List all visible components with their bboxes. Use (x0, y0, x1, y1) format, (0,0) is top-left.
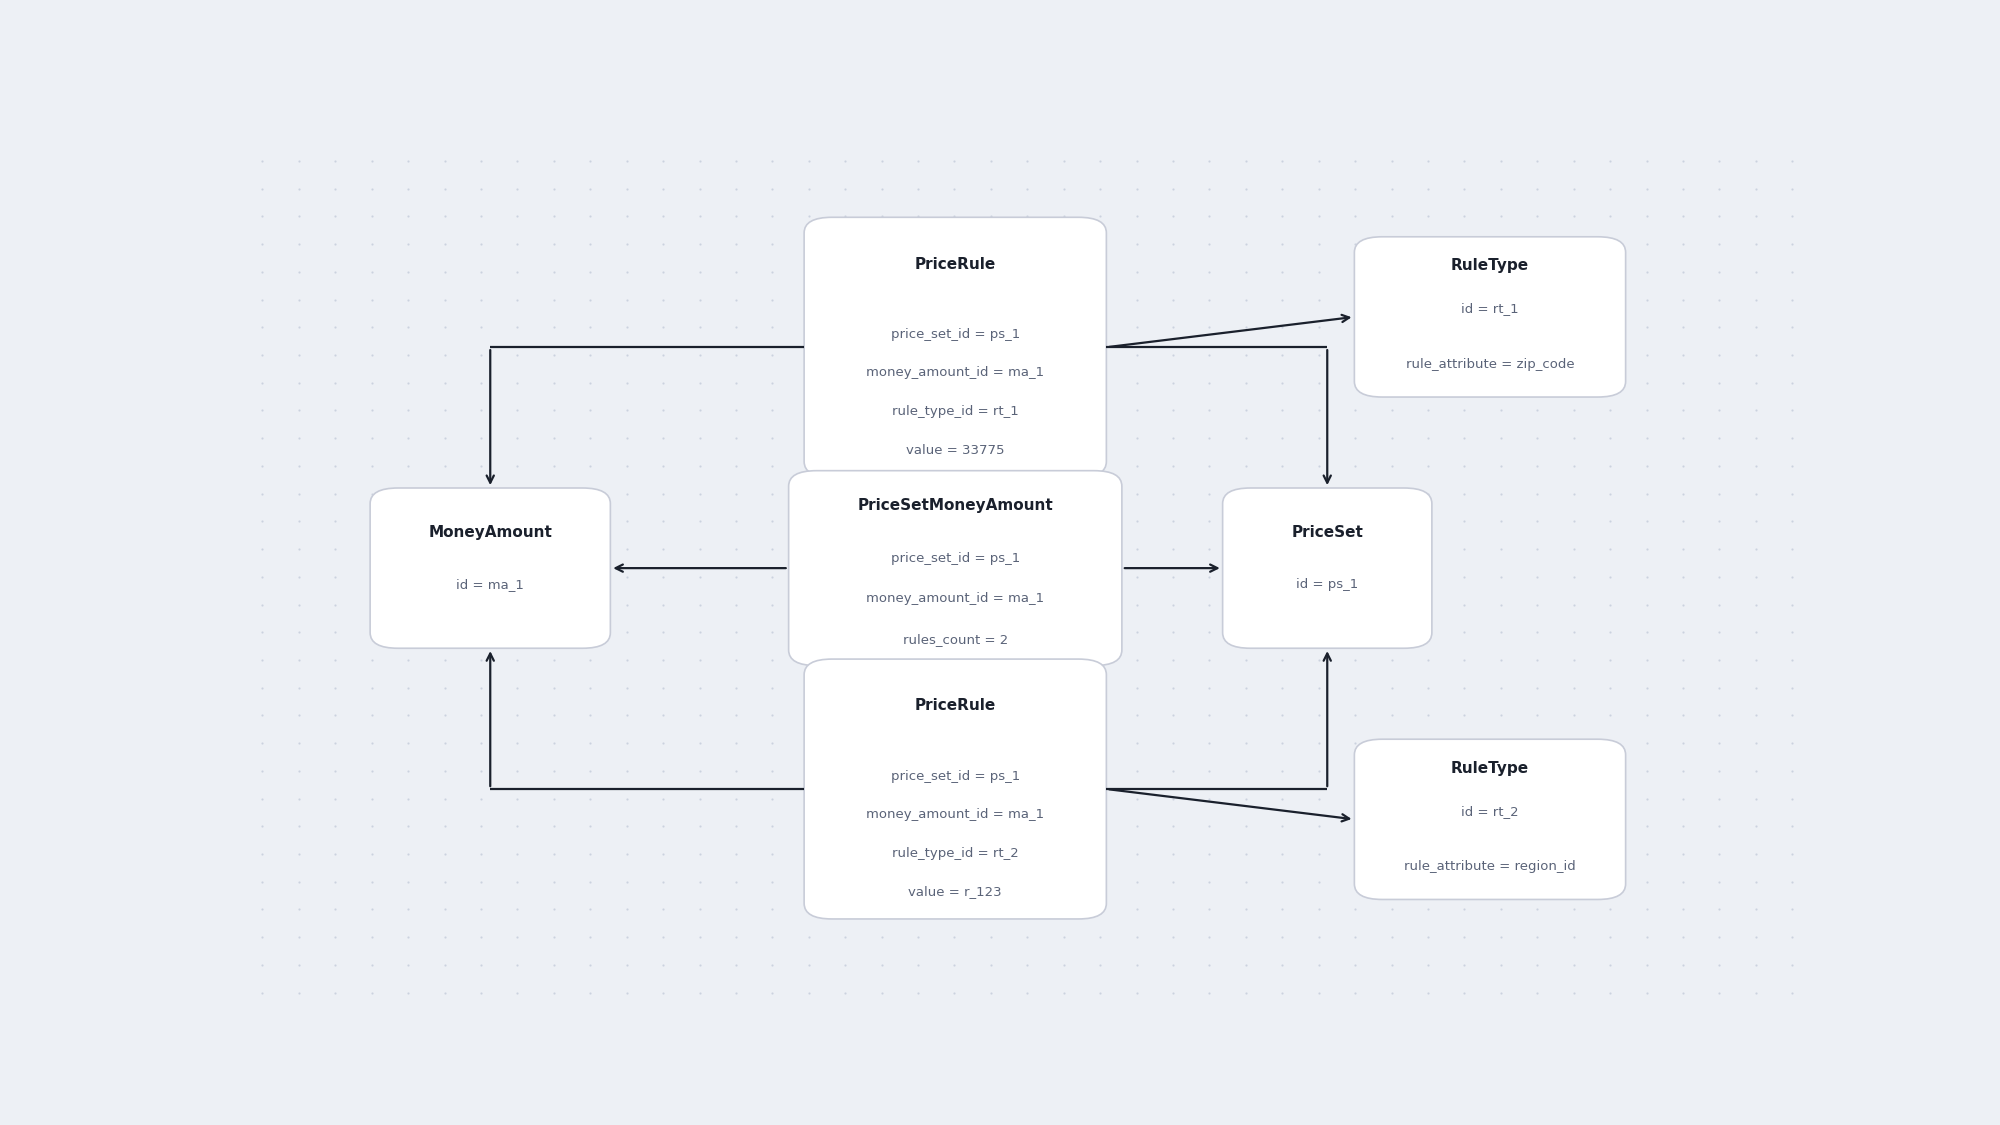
Text: price_set_id = ps_1: price_set_id = ps_1 (890, 770, 1020, 783)
FancyBboxPatch shape (788, 470, 1122, 666)
Text: money_amount_id = ma_1: money_amount_id = ma_1 (866, 808, 1044, 821)
Text: value = r_123: value = r_123 (908, 885, 1002, 899)
Text: money_amount_id = ma_1: money_amount_id = ma_1 (866, 593, 1044, 605)
Text: rule_type_id = rt_2: rule_type_id = rt_2 (892, 847, 1018, 860)
Text: id = rt_1: id = rt_1 (1462, 303, 1518, 315)
Text: rules_count = 2: rules_count = 2 (902, 633, 1008, 646)
Text: rule_attribute = zip_code: rule_attribute = zip_code (1406, 358, 1574, 371)
Text: id = ma_1: id = ma_1 (456, 577, 524, 591)
FancyBboxPatch shape (1354, 236, 1626, 397)
Text: value = 33775: value = 33775 (906, 443, 1004, 457)
Text: PriceRule: PriceRule (914, 256, 996, 271)
Text: MoneyAmount: MoneyAmount (428, 525, 552, 540)
Text: price_set_id = ps_1: price_set_id = ps_1 (890, 327, 1020, 341)
Text: RuleType: RuleType (1450, 258, 1530, 273)
Text: rule_attribute = region_id: rule_attribute = region_id (1404, 861, 1576, 873)
Text: id = rt_2: id = rt_2 (1462, 804, 1518, 818)
FancyBboxPatch shape (1222, 488, 1432, 648)
FancyBboxPatch shape (804, 217, 1106, 477)
Text: rule_type_id = rt_1: rule_type_id = rt_1 (892, 405, 1018, 418)
FancyBboxPatch shape (1354, 739, 1626, 900)
Text: price_set_id = ps_1: price_set_id = ps_1 (890, 552, 1020, 565)
Text: RuleType: RuleType (1450, 760, 1530, 775)
FancyBboxPatch shape (370, 488, 610, 648)
Text: money_amount_id = ma_1: money_amount_id = ma_1 (866, 367, 1044, 379)
Text: PriceRule: PriceRule (914, 699, 996, 713)
Text: PriceSetMoneyAmount: PriceSetMoneyAmount (858, 498, 1054, 513)
Text: id = ps_1: id = ps_1 (1296, 577, 1358, 591)
Text: PriceSet: PriceSet (1292, 525, 1364, 540)
FancyBboxPatch shape (804, 659, 1106, 919)
